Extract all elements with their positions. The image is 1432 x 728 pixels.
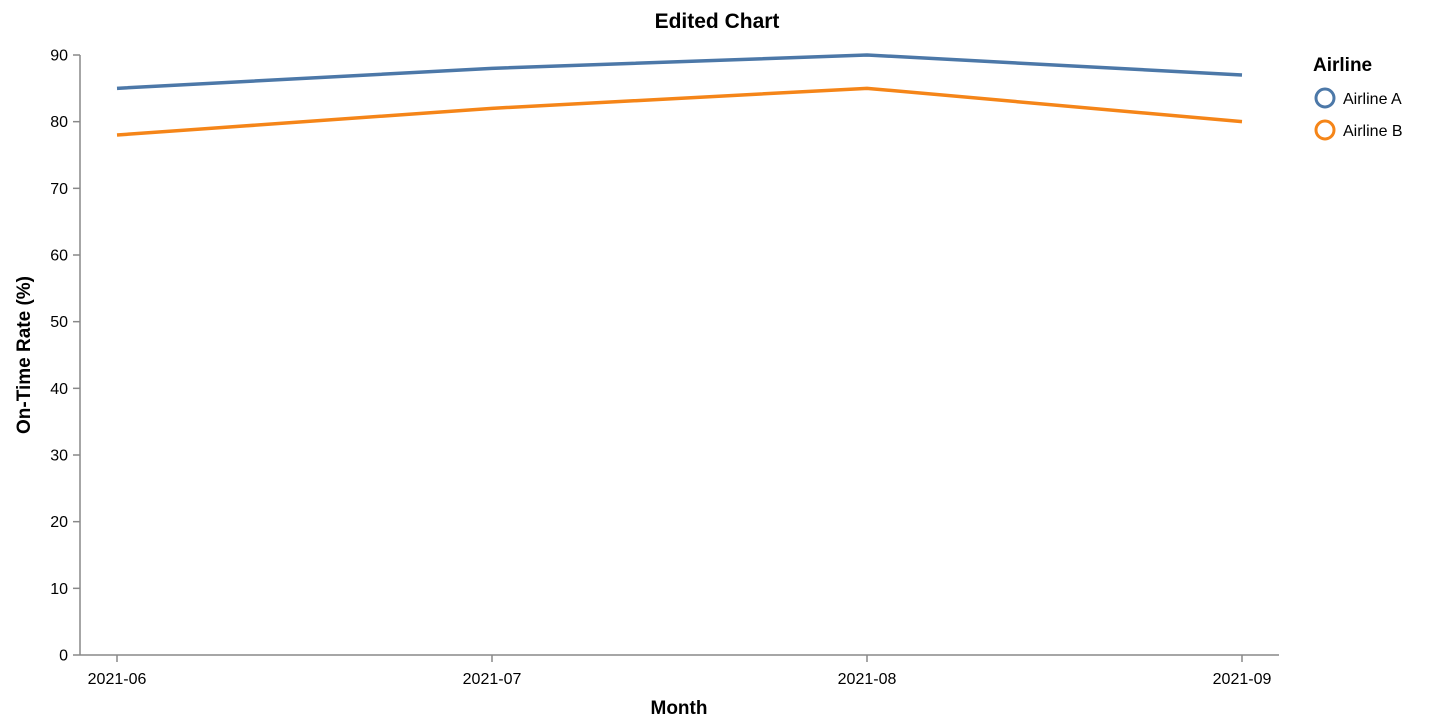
y-tick-label: 70	[50, 181, 68, 198]
y-tick-label: 80	[50, 114, 68, 131]
legend-label: Airline B	[1343, 123, 1403, 140]
y-tick-label: 60	[50, 248, 68, 265]
x-axis-title: Month	[651, 698, 708, 719]
x-axis: 2021-06 2021-07 2021-08 2021-09	[80, 654, 1279, 688]
y-tick-label: 90	[50, 48, 68, 65]
legend-symbol	[1314, 87, 1336, 109]
series-line-airline-b	[116, 86, 1243, 137]
y-axis: 0 10 20 30 40 50 60 70 80 90	[50, 48, 81, 665]
y-tick-label: 30	[50, 448, 68, 465]
y-tick-label: 10	[50, 581, 68, 598]
chart-title: Edited Chart	[655, 10, 780, 33]
legend-title: Airline	[1313, 55, 1372, 76]
legend: Airline Airline A Airline B	[1313, 55, 1403, 141]
y-tick-label: 40	[50, 381, 68, 398]
x-tick-label: 2021-08	[838, 671, 897, 688]
x-tick-label: 2021-07	[463, 671, 522, 688]
y-tick-label: 0	[59, 648, 68, 665]
y-axis-title: On-Time Rate (%)	[14, 276, 35, 434]
x-tick-label: 2021-06	[88, 671, 147, 688]
x-tick-label: 2021-09	[1213, 671, 1272, 688]
legend-item-airline-a: Airline A	[1314, 87, 1402, 109]
legend-items: Airline A Airline B	[1314, 87, 1403, 141]
series-layer	[116, 53, 1243, 137]
y-tick-label: 50	[50, 314, 68, 331]
legend-symbol	[1314, 119, 1336, 141]
legend-item-airline-b: Airline B	[1314, 119, 1403, 141]
y-tick-label: 20	[50, 514, 68, 531]
legend-label: Airline A	[1343, 91, 1402, 108]
series-line-airline-a	[116, 53, 1243, 91]
